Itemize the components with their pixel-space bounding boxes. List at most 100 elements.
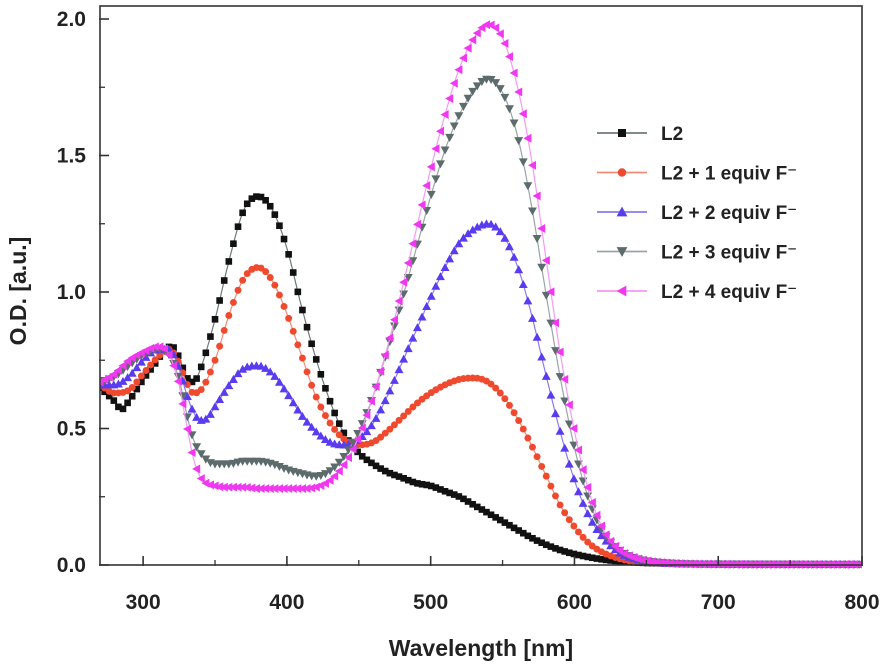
data-marker bbox=[528, 160, 537, 170]
data-marker bbox=[215, 482, 224, 492]
data-marker bbox=[693, 559, 702, 569]
data-marker bbox=[575, 551, 582, 559]
data-marker bbox=[546, 287, 555, 297]
data-marker bbox=[592, 524, 602, 533]
data-marker bbox=[501, 395, 509, 403]
data-marker bbox=[170, 344, 177, 351]
data-marker bbox=[386, 425, 394, 433]
data-marker bbox=[178, 399, 187, 409]
data-marker bbox=[211, 356, 219, 364]
data-marker bbox=[472, 28, 481, 38]
data-marker bbox=[414, 480, 421, 487]
data-marker bbox=[368, 459, 375, 467]
legend-marker bbox=[618, 129, 626, 137]
data-marker bbox=[468, 87, 478, 96]
data-marker bbox=[248, 195, 256, 202]
data-marker bbox=[575, 528, 582, 536]
data-marker bbox=[385, 386, 395, 395]
data-marker bbox=[334, 458, 344, 467]
data-marker bbox=[293, 405, 303, 414]
data-marker bbox=[528, 207, 537, 216]
y-tick-label: 1.5 bbox=[57, 145, 87, 168]
data-marker bbox=[196, 474, 205, 483]
data-marker bbox=[555, 373, 565, 382]
data-marker bbox=[169, 361, 178, 371]
data-marker bbox=[265, 484, 274, 494]
data-marker bbox=[276, 222, 283, 230]
data-marker bbox=[316, 431, 326, 440]
data-marker bbox=[303, 323, 311, 331]
data-marker bbox=[173, 376, 182, 386]
data-marker bbox=[147, 361, 155, 369]
x-tick-label: 700 bbox=[701, 591, 736, 614]
data-marker bbox=[679, 559, 688, 569]
data-marker bbox=[358, 453, 366, 460]
data-marker bbox=[151, 360, 159, 367]
data-marker bbox=[219, 482, 228, 492]
data-marker bbox=[326, 419, 334, 427]
data-marker bbox=[408, 333, 418, 342]
data-marker bbox=[404, 407, 412, 415]
series-3 bbox=[100, 219, 862, 569]
data-marker bbox=[363, 456, 371, 464]
data-marker bbox=[570, 550, 578, 558]
data-marker bbox=[483, 508, 490, 516]
data-marker bbox=[565, 516, 573, 524]
data-marker bbox=[496, 389, 504, 397]
data-marker bbox=[505, 52, 514, 62]
data-marker bbox=[182, 392, 192, 401]
data-marker bbox=[426, 291, 436, 300]
data-marker bbox=[592, 510, 601, 520]
x-tick-label: 800 bbox=[844, 591, 879, 614]
data-marker bbox=[151, 356, 159, 364]
data-marker bbox=[643, 556, 652, 566]
data-marker bbox=[256, 484, 265, 494]
data-marker bbox=[386, 469, 394, 477]
data-marker bbox=[348, 438, 358, 447]
data-marker bbox=[455, 493, 463, 500]
data-marker bbox=[357, 423, 366, 433]
data-marker bbox=[294, 341, 302, 349]
data-marker bbox=[463, 229, 473, 238]
data-marker bbox=[446, 489, 453, 497]
data-marker bbox=[532, 234, 542, 243]
data-marker bbox=[225, 258, 233, 265]
data-marker bbox=[137, 372, 145, 380]
data-marker bbox=[234, 223, 242, 230]
data-marker bbox=[293, 484, 302, 494]
data-marker bbox=[372, 462, 380, 470]
data-marker bbox=[501, 519, 509, 526]
data-marker bbox=[532, 332, 542, 341]
data-marker bbox=[105, 392, 113, 400]
data-marker bbox=[532, 191, 541, 201]
data-marker bbox=[426, 190, 436, 199]
data-marker bbox=[147, 366, 154, 373]
data-marker bbox=[459, 233, 468, 242]
data-marker bbox=[239, 209, 246, 217]
data-marker bbox=[262, 197, 269, 204]
data-marker bbox=[174, 352, 182, 359]
data-marker bbox=[698, 559, 707, 569]
data-marker bbox=[408, 239, 417, 249]
data-marker bbox=[353, 434, 362, 444]
data-marker bbox=[551, 347, 560, 356]
data-marker bbox=[394, 365, 404, 374]
data-marker bbox=[399, 354, 409, 363]
data-marker bbox=[188, 378, 196, 386]
data-marker bbox=[394, 296, 403, 306]
data-marker bbox=[552, 492, 559, 500]
data-marker bbox=[514, 137, 524, 146]
data-marker bbox=[602, 556, 610, 564]
data-marker bbox=[569, 441, 579, 450]
data-marker bbox=[389, 322, 399, 331]
data-marker bbox=[325, 467, 335, 476]
data-marker bbox=[564, 400, 573, 410]
data-marker bbox=[417, 312, 427, 321]
data-marker bbox=[128, 392, 136, 400]
data-marker bbox=[261, 363, 271, 372]
data-marker bbox=[207, 333, 214, 340]
data-marker bbox=[506, 401, 513, 409]
y-tick-label: 0.5 bbox=[57, 418, 87, 441]
data-marker bbox=[409, 403, 417, 411]
data-marker bbox=[505, 105, 514, 114]
